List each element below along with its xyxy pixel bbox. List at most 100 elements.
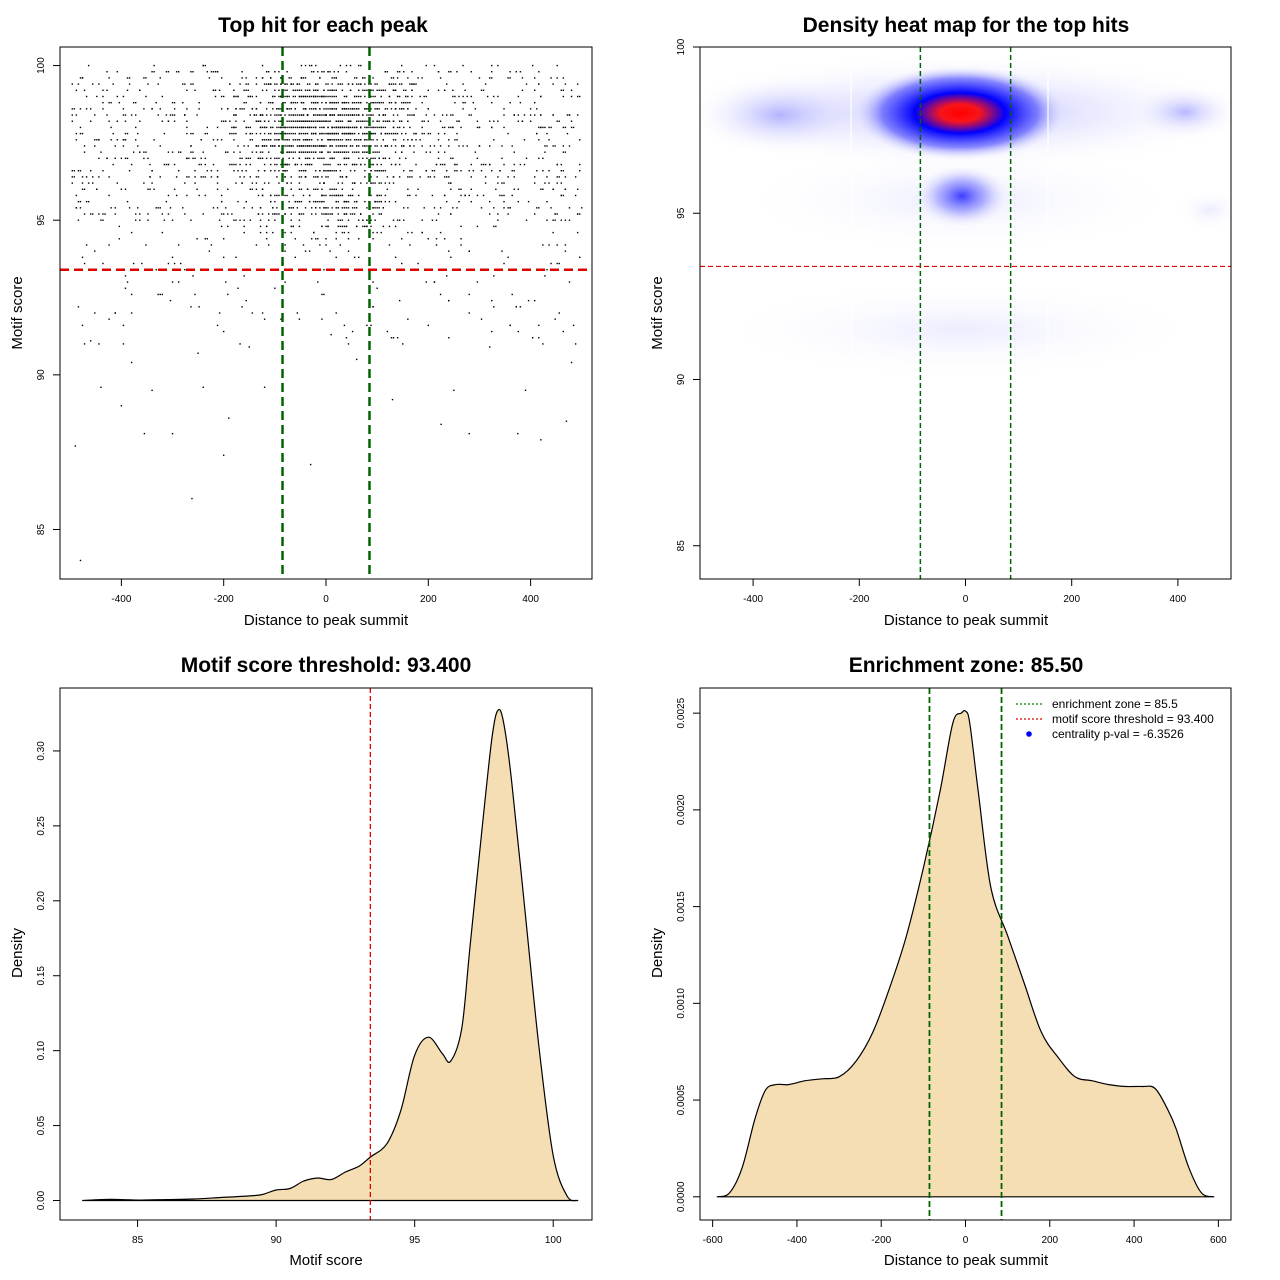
scatter-point xyxy=(137,132,139,135)
scatter-point xyxy=(198,194,200,197)
scatter-point xyxy=(304,170,307,172)
scatter-point xyxy=(229,83,231,85)
scatter-point xyxy=(315,64,317,67)
scatter-point xyxy=(306,145,309,147)
scatter-point xyxy=(308,163,311,166)
scatter-point xyxy=(302,145,305,147)
scatter-point xyxy=(92,176,94,178)
scatter-point xyxy=(124,188,127,190)
scatter-point xyxy=(265,231,268,234)
scatter-point xyxy=(106,89,108,92)
scatter-point xyxy=(296,163,299,166)
scatter-point xyxy=(77,170,80,172)
scatter-point xyxy=(255,176,258,178)
scatter-point xyxy=(73,108,76,110)
scatter-point xyxy=(427,108,430,110)
scatter-point xyxy=(225,281,227,283)
scatter-point xyxy=(470,114,472,116)
scatter-point xyxy=(243,176,245,178)
scatter-point xyxy=(190,71,192,73)
scatter-point xyxy=(171,219,174,221)
scatter-point xyxy=(310,101,313,104)
scatter-point xyxy=(327,95,329,98)
scatter-point xyxy=(261,194,264,197)
scatter-point xyxy=(233,89,235,92)
scatter-point xyxy=(345,145,348,147)
scatter-point xyxy=(358,108,360,110)
scatter-point xyxy=(167,213,170,215)
scatter-point xyxy=(347,343,350,345)
scatter-point xyxy=(202,64,204,67)
scatter-point xyxy=(128,207,131,209)
scatter-point xyxy=(329,132,331,135)
scatter-point xyxy=(171,432,174,435)
scatter-point xyxy=(71,114,73,116)
scatter-point xyxy=(398,157,401,160)
scatter-point xyxy=(163,219,166,221)
scatter-point xyxy=(394,83,397,85)
scatter-point xyxy=(347,126,350,129)
scatter-point xyxy=(358,120,360,122)
scatter-point xyxy=(446,200,448,203)
distance-x-tick-label: 0 xyxy=(963,1235,969,1246)
scatter-point xyxy=(137,145,139,147)
scatter-point xyxy=(263,170,266,172)
scatter-point xyxy=(167,120,170,122)
scatter-point xyxy=(370,108,372,110)
scatter-point xyxy=(167,71,170,73)
scatter-point xyxy=(429,151,432,153)
scatter-point xyxy=(128,170,131,172)
scatter-point xyxy=(300,77,303,79)
scatter-point xyxy=(411,231,413,234)
scatter-point xyxy=(255,244,258,246)
scatter-point xyxy=(130,114,133,116)
scatter-point xyxy=(186,126,188,129)
scatter-point xyxy=(433,207,436,209)
scatter-point xyxy=(405,157,407,160)
scatter-point xyxy=(263,163,266,166)
scatter-point xyxy=(313,132,315,135)
scatter-point xyxy=(310,213,313,215)
scatter-point xyxy=(94,250,96,252)
scatter-point xyxy=(108,176,110,178)
scatter-point xyxy=(294,200,297,203)
scatter-point xyxy=(396,337,399,339)
scatter-point xyxy=(331,207,333,209)
scatter-point xyxy=(390,108,393,110)
scatter-point xyxy=(298,132,301,135)
scatter-point xyxy=(317,101,319,104)
scatter-point xyxy=(325,207,327,209)
scatter-point xyxy=(233,114,235,116)
scatter-point xyxy=(353,101,356,104)
scatter-point xyxy=(227,108,229,110)
scatter-point xyxy=(353,170,356,172)
scatter-point xyxy=(394,151,397,153)
scatter-point xyxy=(73,170,76,172)
scatter-point xyxy=(470,95,472,98)
scatter-point xyxy=(439,163,442,166)
scatter-point xyxy=(458,145,460,147)
scatter-point xyxy=(139,120,141,122)
scatter-point xyxy=(71,108,73,110)
scatter-point xyxy=(341,194,344,197)
score-y-tick-label: 0.00 xyxy=(36,1190,47,1210)
scatter-point xyxy=(433,114,436,116)
scatter-point xyxy=(231,163,233,166)
scatter-point xyxy=(335,312,337,314)
scatter-point xyxy=(329,250,331,252)
scatter-point xyxy=(272,108,274,110)
scatter-point xyxy=(290,225,292,228)
scatter-point xyxy=(392,182,395,184)
scatter-point xyxy=(151,182,153,184)
scatter-point xyxy=(437,71,440,73)
scatter-point xyxy=(374,219,376,221)
scatter-point xyxy=(519,306,522,308)
scatter-point xyxy=(171,101,174,104)
scatter-point xyxy=(284,83,286,85)
scatter-point xyxy=(276,157,278,160)
scatter-point xyxy=(517,330,520,333)
scatter-point xyxy=(220,108,223,110)
scatter-point xyxy=(274,213,276,215)
scatter-point xyxy=(511,170,513,172)
scatter-point xyxy=(186,132,188,135)
